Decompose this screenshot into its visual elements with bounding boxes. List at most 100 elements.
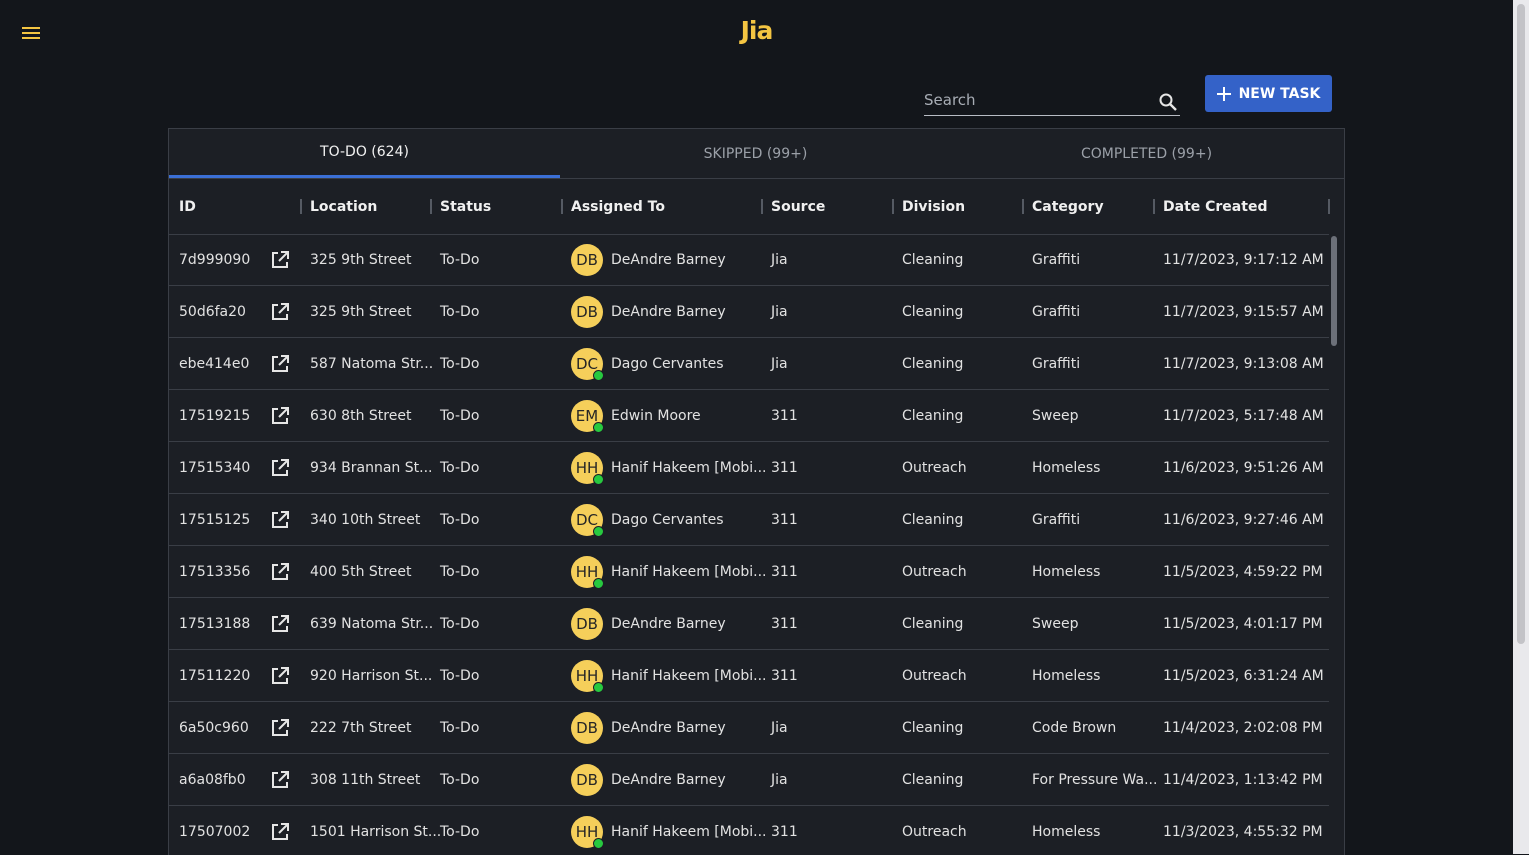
table-row[interactable]: 7d999090 325 9th Street To-Do DB DeAndre Bar… [169, 234, 1329, 286]
assignee-name: DeAndre Barney [611, 771, 726, 788]
column-separator[interactable] [430, 199, 432, 214]
task-id: 17513188 [179, 615, 251, 632]
task-id: 17511220 [179, 667, 251, 684]
column-separator[interactable] [561, 199, 563, 214]
column-header[interactable]: Category [1032, 198, 1104, 215]
open-task-icon[interactable] [271, 459, 289, 477]
column-header[interactable]: Division [902, 198, 966, 215]
source: 311 [771, 511, 798, 528]
category: Code Brown [1032, 719, 1117, 736]
table-row[interactable]: 17515340 934 Brannan St... To-Do HH Hanif Ha… [169, 442, 1329, 494]
open-task-icon[interactable] [271, 823, 289, 841]
online-indicator [593, 682, 604, 693]
plus-icon [1216, 86, 1231, 101]
avatar-initials: DB [576, 303, 598, 321]
tab[interactable]: SKIPPED (99+) [703, 145, 808, 162]
table-row[interactable]: 17515125 340 10th Street To-Do DC Dago Cerva… [169, 494, 1329, 546]
table-row[interactable]: 17513356 400 5th Street To-Do HH Hanif Hakee… [169, 546, 1329, 598]
table-row[interactable]: 17513188 639 Natoma Str... To-Do DB DeAndre … [169, 598, 1329, 650]
column-header[interactable]: Source [771, 198, 826, 215]
division: Cleaning [902, 303, 964, 320]
category: Homeless [1032, 667, 1101, 684]
division: Outreach [902, 667, 967, 684]
assignee-avatar: HH [571, 452, 604, 485]
open-task-icon[interactable] [271, 771, 289, 789]
tab[interactable]: COMPLETED (99+) [1080, 145, 1213, 162]
date-created: 11/5/2023, 6:31:24 AM [1163, 667, 1324, 684]
new-task-button[interactable]: NEW TASK [1205, 75, 1332, 112]
avatar-initials: DB [576, 251, 598, 269]
assignee-name: Hanif Hakeem [Mobi... [611, 823, 767, 840]
assignee-avatar: HH [571, 556, 604, 589]
column-header[interactable]: Location [310, 198, 378, 215]
table-row[interactable]: a6a08fb0 308 11th Street To-Do DB DeAndre Ba… [169, 754, 1329, 806]
column-separator[interactable] [1153, 199, 1155, 214]
source: Jia [771, 355, 788, 372]
avatar-initials: DB [576, 719, 598, 737]
table-row[interactable]: ebe414e0 587 Natoma Str... To-Do DC Dago Cer… [169, 338, 1329, 390]
online-indicator [593, 838, 604, 849]
online-indicator [593, 422, 604, 433]
page-scroll-thumb[interactable] [1517, 4, 1525, 644]
assignee-name: Dago Cervantes [611, 511, 724, 528]
avatar-initials: HH [575, 667, 599, 685]
column-header[interactable]: ID [179, 198, 196, 215]
column-separator[interactable] [1328, 199, 1330, 214]
search-field[interactable]: Search [924, 84, 1180, 116]
status: To-Do [440, 459, 480, 476]
location: 308 11th Street [310, 771, 421, 788]
task-id: 6a50c960 [179, 719, 249, 736]
date-created: 11/5/2023, 4:01:17 PM [1163, 615, 1323, 632]
column-separator[interactable] [1022, 199, 1024, 214]
table-row[interactable]: 17511220 920 Harrison St... To-Do HH Hanif H… [169, 650, 1329, 702]
table-row[interactable]: 17519215 630 8th Street To-Do EM Edwin Moore… [169, 390, 1329, 442]
open-task-icon[interactable] [271, 407, 289, 425]
source: Jia [771, 251, 788, 268]
search-placeholder: Search [924, 91, 976, 109]
category: Homeless [1032, 823, 1101, 840]
search-icon[interactable] [1158, 92, 1178, 112]
task-id: 7d999090 [179, 251, 251, 268]
category: Graffiti [1032, 511, 1081, 528]
avatar-initials: DC [575, 511, 599, 529]
task-id: ebe414e0 [179, 355, 250, 372]
assignee-avatar: DB [571, 244, 603, 276]
table-row[interactable]: 50d6fa20 325 9th Street To-Do DB DeAndre Bar… [169, 286, 1329, 338]
open-task-icon[interactable] [271, 615, 289, 633]
column-separator[interactable] [892, 199, 894, 214]
column-header[interactable]: Status [440, 198, 492, 215]
open-task-icon[interactable] [271, 355, 289, 373]
column-header[interactable]: Assigned To [571, 198, 665, 215]
open-task-icon[interactable] [271, 719, 289, 737]
table-row[interactable]: 17507002 1501 Harrison St... To-Do HH Hanif … [169, 806, 1329, 855]
division: Cleaning [902, 251, 964, 268]
open-task-icon[interactable] [271, 563, 289, 581]
task-id: a6a08fb0 [179, 771, 246, 788]
category: Graffiti [1032, 355, 1081, 372]
source: 311 [771, 459, 798, 476]
table-scrollbar[interactable] [1331, 236, 1337, 346]
source: 311 [771, 407, 798, 424]
assignee-name: DeAndre Barney [611, 251, 726, 268]
location: 639 Natoma Str... [310, 615, 434, 632]
column-separator[interactable] [300, 199, 302, 214]
tab[interactable]: TO-DO (624) [169, 129, 560, 178]
division: Outreach [902, 459, 967, 476]
location: 340 10th Street [310, 511, 421, 528]
source: Jia [771, 719, 788, 736]
date-created: 11/7/2023, 9:17:12 AM [1163, 251, 1324, 268]
status: To-Do [440, 303, 480, 320]
open-task-icon[interactable] [271, 667, 289, 685]
division: Cleaning [902, 719, 964, 736]
menu-button[interactable] [20, 24, 42, 42]
open-task-icon[interactable] [271, 303, 289, 321]
table-row[interactable]: 6a50c960 222 7th Street To-Do DB DeAndre Bar… [169, 702, 1329, 754]
status: To-Do [440, 823, 480, 840]
open-task-icon[interactable] [271, 511, 289, 529]
open-task-icon[interactable] [271, 251, 289, 269]
assignee-avatar: HH [571, 660, 604, 693]
column-header[interactable]: Date Created [1163, 198, 1268, 215]
avatar-initials: EM [575, 407, 599, 425]
division: Cleaning [902, 511, 964, 528]
column-separator[interactable] [761, 199, 763, 214]
